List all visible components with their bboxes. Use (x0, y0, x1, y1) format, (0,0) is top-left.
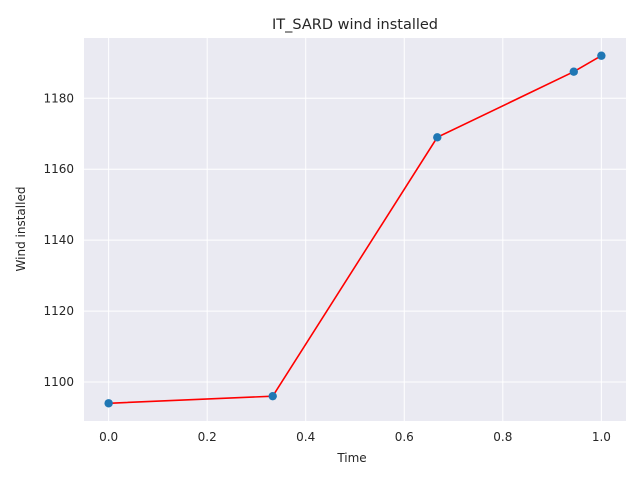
x-tick-label: 0.4 (296, 430, 315, 444)
y-tick-label: 1180 (43, 91, 74, 105)
x-tick-label: 0.2 (198, 430, 217, 444)
y-axis-ticks: 1100 1120 1140 1160 1180 (43, 91, 74, 389)
data-point (104, 399, 113, 408)
x-tick-label: 0.8 (493, 430, 512, 444)
y-tick-label: 1100 (43, 375, 74, 389)
data-point (597, 51, 606, 60)
x-tick-label: 0.6 (395, 430, 414, 444)
x-tick-label: 0.0 (99, 430, 118, 444)
data-point (433, 133, 442, 142)
y-tick-label: 1120 (43, 304, 74, 318)
data-point (268, 391, 277, 401)
chart-title: IT_SARD wind installed (272, 17, 438, 33)
x-axis-label: Time (336, 451, 366, 465)
y-tick-label: 1160 (43, 162, 74, 176)
data-point (569, 67, 578, 76)
series-points (104, 51, 606, 408)
x-tick-label: 1.0 (592, 430, 611, 444)
grid-lines (84, 38, 626, 421)
y-tick-label: 1140 (43, 233, 74, 247)
plot-area (84, 38, 626, 421)
x-axis-ticks: 0.0 0.2 0.4 0.6 0.8 1.0 (99, 430, 611, 444)
y-axis-label: Wind installed (14, 187, 28, 272)
